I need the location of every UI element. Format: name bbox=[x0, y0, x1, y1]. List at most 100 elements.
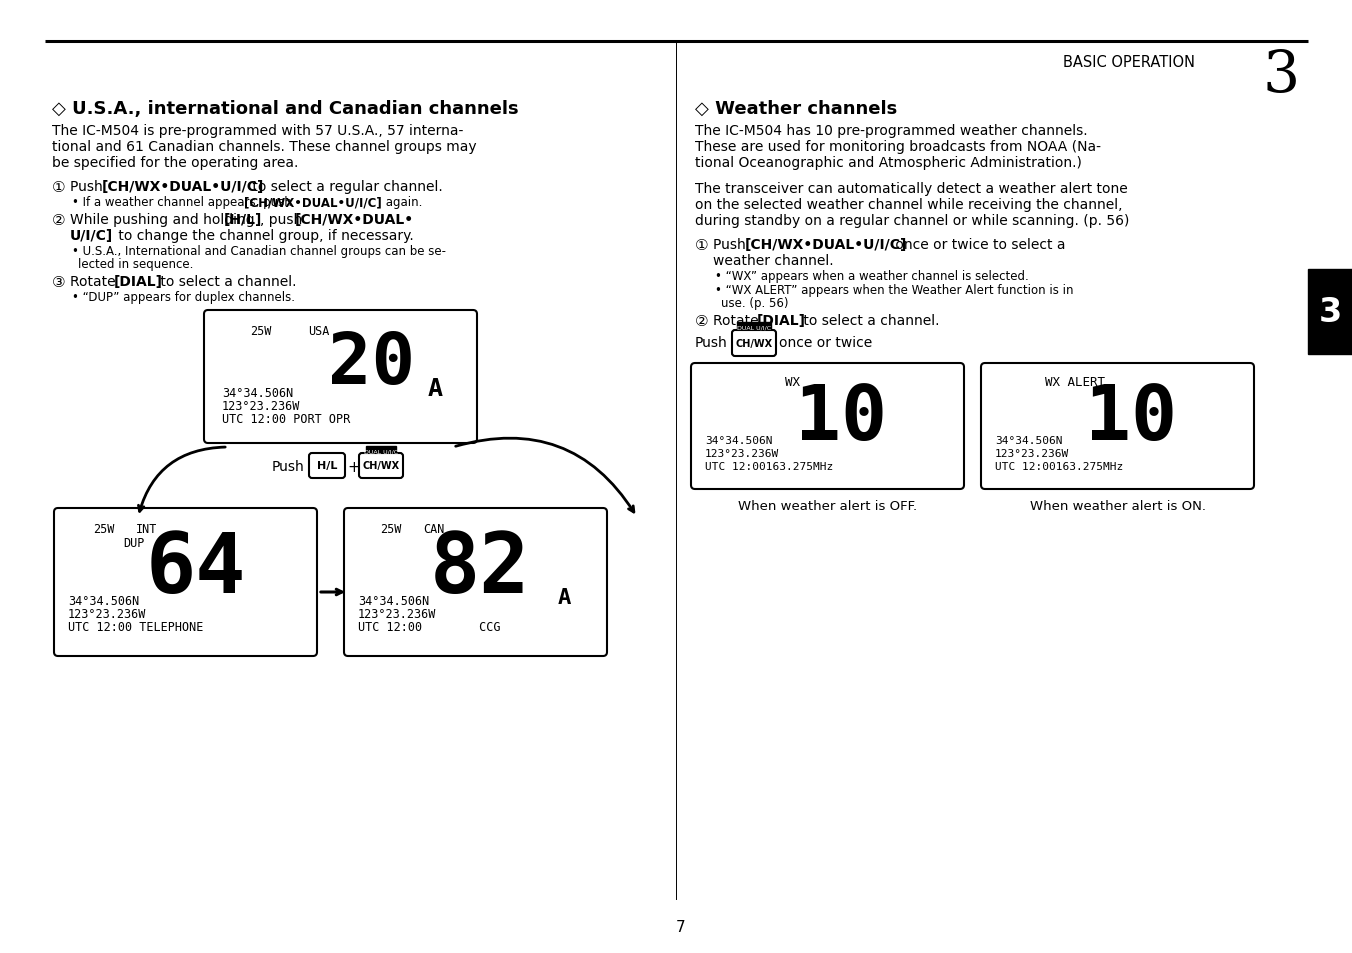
Text: 123°23.236W: 123°23.236W bbox=[68, 607, 146, 620]
Text: UTC 12:00 TELEPHONE: UTC 12:00 TELEPHONE bbox=[68, 620, 203, 634]
Text: to select a channel.: to select a channel. bbox=[155, 274, 296, 289]
Text: 64: 64 bbox=[146, 529, 246, 609]
Text: [DIAL]: [DIAL] bbox=[757, 314, 806, 328]
Text: 34°34.506N: 34°34.506N bbox=[358, 595, 429, 607]
Text: A: A bbox=[558, 587, 572, 607]
Text: A: A bbox=[429, 376, 443, 400]
Text: • “DUP” appears for duplex channels.: • “DUP” appears for duplex channels. bbox=[72, 291, 295, 304]
Text: [DIAL]: [DIAL] bbox=[114, 274, 164, 289]
Text: BASIC OPERATION: BASIC OPERATION bbox=[1063, 55, 1195, 70]
Text: UTC 12:00        CCG: UTC 12:00 CCG bbox=[358, 620, 500, 634]
Text: These are used for monitoring broadcasts from NOAA (Na-: These are used for monitoring broadcasts… bbox=[695, 140, 1101, 153]
Text: 25W: 25W bbox=[380, 522, 402, 536]
Text: on the selected weather channel while receiving the channel,: on the selected weather channel while re… bbox=[695, 198, 1122, 212]
Text: WX ALERT: WX ALERT bbox=[1045, 375, 1105, 389]
Text: Push: Push bbox=[272, 459, 304, 474]
Text: ③: ③ bbox=[51, 274, 66, 290]
Text: to select a channel.: to select a channel. bbox=[799, 314, 940, 328]
FancyBboxPatch shape bbox=[310, 454, 345, 478]
Text: INT: INT bbox=[137, 522, 157, 536]
FancyBboxPatch shape bbox=[54, 509, 316, 657]
Text: Push: Push bbox=[695, 335, 727, 350]
Text: CAN: CAN bbox=[423, 522, 445, 536]
Text: 34°34.506N: 34°34.506N bbox=[995, 436, 1063, 446]
Text: [CH/WX•DUAL•U/I/C]: [CH/WX•DUAL•U/I/C] bbox=[745, 237, 907, 252]
Text: DUP: DUP bbox=[123, 537, 145, 550]
Text: ①: ① bbox=[695, 237, 708, 253]
Text: • U.S.A., International and Canadian channel groups can be se-: • U.S.A., International and Canadian cha… bbox=[72, 245, 446, 257]
Text: ②: ② bbox=[695, 314, 708, 329]
Text: DUAL U/I/C: DUAL U/I/C bbox=[364, 449, 397, 454]
Text: [CH/WX•DUAL•: [CH/WX•DUAL• bbox=[295, 213, 414, 227]
Text: again.: again. bbox=[383, 195, 422, 209]
Text: ◇ Weather channels: ◇ Weather channels bbox=[695, 100, 898, 118]
Text: use. (p. 56): use. (p. 56) bbox=[721, 296, 788, 310]
Text: CH/WX: CH/WX bbox=[735, 338, 772, 349]
Text: The IC-M504 is pre-programmed with 57 U.S.A., 57 interna-: The IC-M504 is pre-programmed with 57 U.… bbox=[51, 124, 464, 138]
Text: 25W: 25W bbox=[93, 522, 115, 536]
Text: 10: 10 bbox=[1086, 381, 1178, 456]
FancyBboxPatch shape bbox=[204, 311, 477, 443]
Text: UTC 12:00 PORT OPR: UTC 12:00 PORT OPR bbox=[222, 413, 350, 426]
Text: • If a weather channel appears, push: • If a weather channel appears, push bbox=[72, 195, 296, 209]
Text: [CH/WX•DUAL•U/I/C]: [CH/WX•DUAL•U/I/C] bbox=[243, 195, 381, 209]
Text: CH/WX: CH/WX bbox=[362, 461, 400, 471]
Text: Push: Push bbox=[70, 180, 107, 193]
Text: 10: 10 bbox=[795, 381, 887, 456]
Text: be specified for the operating area.: be specified for the operating area. bbox=[51, 156, 299, 170]
FancyBboxPatch shape bbox=[691, 364, 964, 490]
Text: +: + bbox=[347, 459, 360, 475]
FancyBboxPatch shape bbox=[731, 331, 776, 356]
FancyBboxPatch shape bbox=[343, 509, 607, 657]
Text: to select a regular channel.: to select a regular channel. bbox=[247, 180, 442, 193]
Text: [H/L]: [H/L] bbox=[224, 213, 262, 227]
Text: once or twice to select a: once or twice to select a bbox=[891, 237, 1065, 252]
Text: USA: USA bbox=[308, 325, 330, 337]
Text: Rotate: Rotate bbox=[713, 314, 763, 328]
Text: When weather alert is OFF.: When weather alert is OFF. bbox=[738, 499, 917, 513]
Text: lected in sequence.: lected in sequence. bbox=[78, 257, 193, 271]
FancyBboxPatch shape bbox=[366, 447, 396, 456]
Text: UTC 12:00163.275MHz: UTC 12:00163.275MHz bbox=[704, 461, 833, 472]
Text: The IC-M504 has 10 pre-programmed weather channels.: The IC-M504 has 10 pre-programmed weathe… bbox=[695, 124, 1087, 138]
FancyBboxPatch shape bbox=[360, 454, 403, 478]
Text: ②: ② bbox=[51, 213, 66, 228]
Text: 20: 20 bbox=[329, 330, 415, 398]
Text: While pushing and holding: While pushing and holding bbox=[70, 213, 260, 227]
Text: 123°23.236W: 123°23.236W bbox=[222, 399, 300, 413]
Text: once or twice: once or twice bbox=[779, 335, 872, 350]
Text: 7: 7 bbox=[676, 919, 685, 934]
Text: Push: Push bbox=[713, 237, 750, 252]
Text: • “WX” appears when a weather channel is selected.: • “WX” appears when a weather channel is… bbox=[715, 270, 1029, 283]
Text: DUAL U/I/C: DUAL U/I/C bbox=[737, 326, 771, 331]
Text: 123°23.236W: 123°23.236W bbox=[358, 607, 437, 620]
Text: tional Oceanographic and Atmospheric Administration.): tional Oceanographic and Atmospheric Adm… bbox=[695, 156, 1082, 170]
Text: ①: ① bbox=[51, 180, 66, 194]
Text: H/L: H/L bbox=[316, 461, 337, 471]
Text: WX: WX bbox=[786, 375, 800, 389]
Text: U/I/C]: U/I/C] bbox=[70, 229, 114, 243]
Text: • “WX ALERT” appears when the Weather Alert function is in: • “WX ALERT” appears when the Weather Al… bbox=[715, 284, 1073, 296]
Text: weather channel.: weather channel. bbox=[713, 253, 834, 268]
Text: ◇ U.S.A., international and Canadian channels: ◇ U.S.A., international and Canadian cha… bbox=[51, 100, 519, 118]
Text: Rotate: Rotate bbox=[70, 274, 120, 289]
Text: 82: 82 bbox=[430, 529, 530, 609]
Text: to change the channel group, if necessary.: to change the channel group, if necessar… bbox=[114, 229, 414, 243]
Text: 34°34.506N: 34°34.506N bbox=[222, 387, 293, 399]
Text: 3: 3 bbox=[1263, 48, 1301, 104]
Text: 34°34.506N: 34°34.506N bbox=[68, 595, 139, 607]
Text: , push: , push bbox=[260, 213, 307, 227]
Text: [CH/WX•DUAL•U/I/C]: [CH/WX•DUAL•U/I/C] bbox=[101, 180, 265, 193]
FancyBboxPatch shape bbox=[1307, 270, 1352, 355]
Text: UTC 12:00163.275MHz: UTC 12:00163.275MHz bbox=[995, 461, 1124, 472]
Text: When weather alert is ON.: When weather alert is ON. bbox=[1029, 499, 1206, 513]
Text: 123°23.236W: 123°23.236W bbox=[995, 449, 1069, 458]
FancyBboxPatch shape bbox=[982, 364, 1255, 490]
Text: tional and 61 Canadian channels. These channel groups may: tional and 61 Canadian channels. These c… bbox=[51, 140, 477, 153]
Text: The transceiver can automatically detect a weather alert tone: The transceiver can automatically detect… bbox=[695, 182, 1128, 195]
Text: 123°23.236W: 123°23.236W bbox=[704, 449, 779, 458]
Text: 3: 3 bbox=[1318, 295, 1341, 329]
Text: during standby on a regular channel or while scanning. (p. 56): during standby on a regular channel or w… bbox=[695, 213, 1129, 228]
Text: 34°34.506N: 34°34.506N bbox=[704, 436, 772, 446]
FancyBboxPatch shape bbox=[737, 323, 771, 334]
